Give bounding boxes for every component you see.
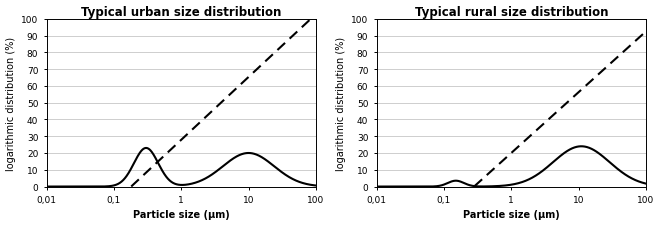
X-axis label: Particle size (μm): Particle size (μm) <box>133 209 230 219</box>
Y-axis label: logarithmic distribution (%): logarithmic distribution (%) <box>5 36 16 170</box>
Title: Typical rural size distribution: Typical rural size distribution <box>414 6 608 18</box>
X-axis label: Particle size (μm): Particle size (μm) <box>463 209 560 219</box>
Title: Typical urban size distribution: Typical urban size distribution <box>81 6 281 18</box>
Y-axis label: logarithmic distribution (%): logarithmic distribution (%) <box>335 36 346 170</box>
